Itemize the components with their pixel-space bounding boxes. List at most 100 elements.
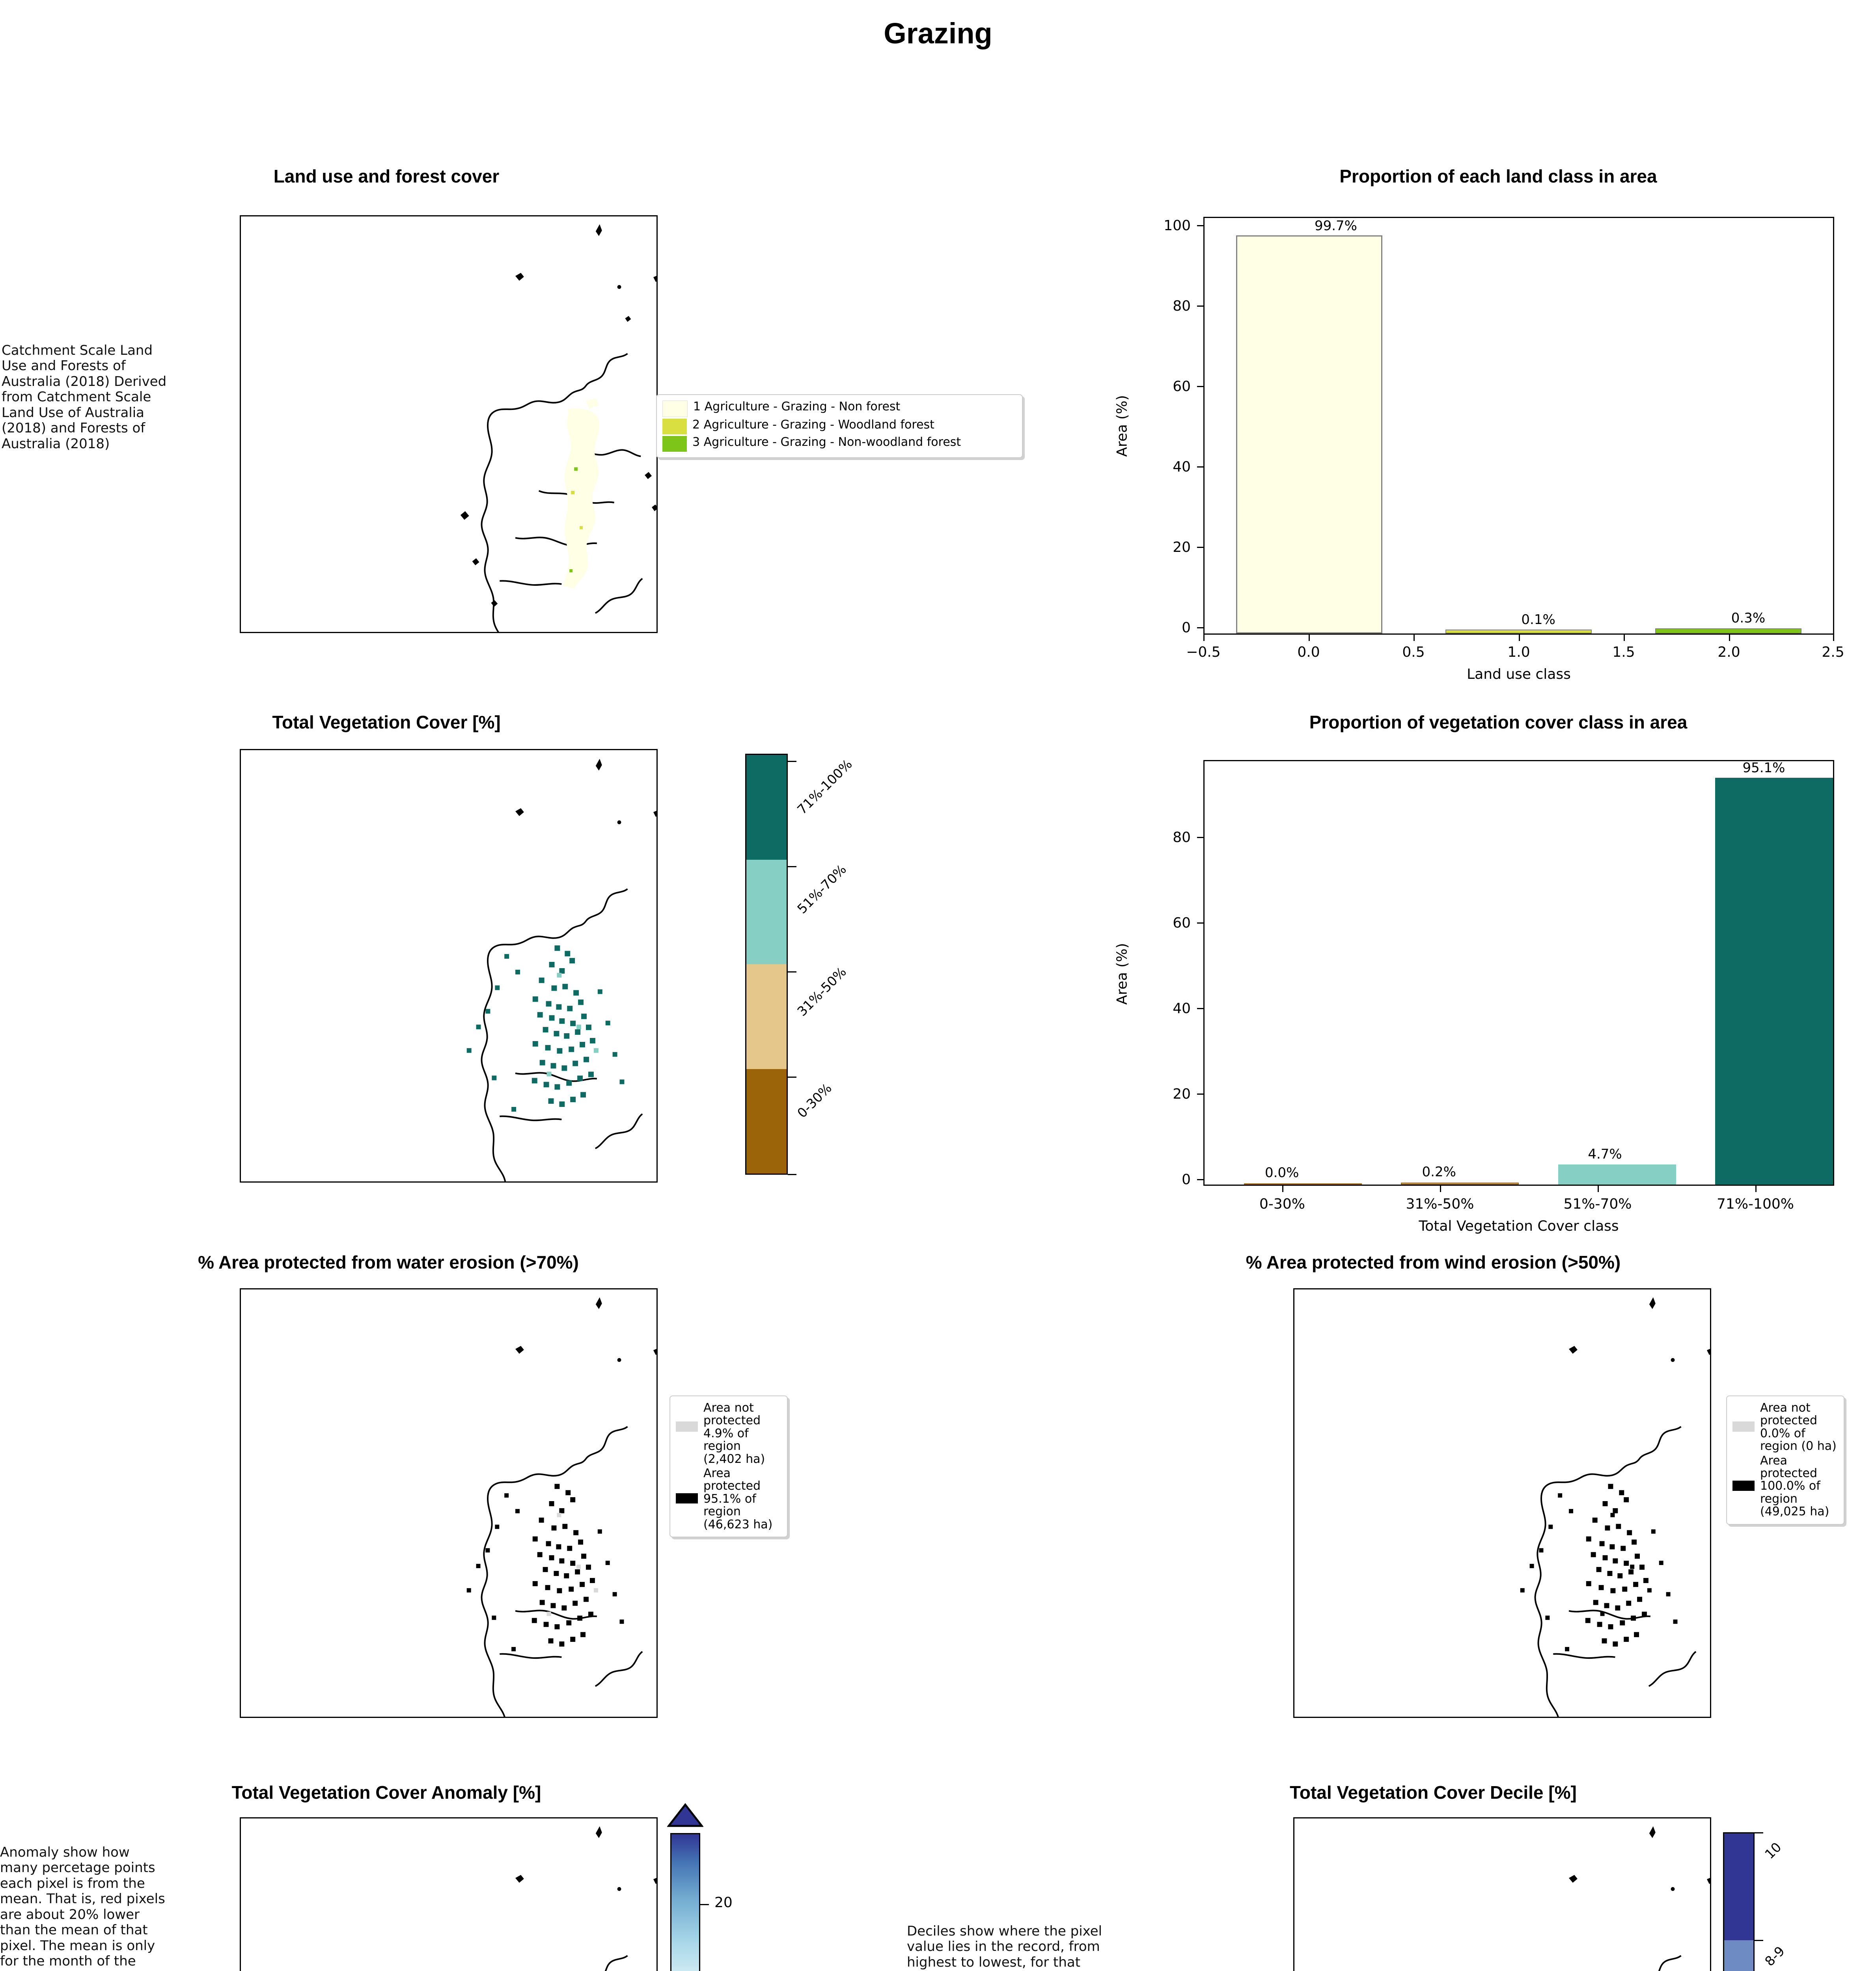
ytick-20: 20: [1173, 539, 1191, 555]
chart1-x-axis-label: Land use class: [1467, 666, 1571, 682]
anomaly-map[interactable]: [240, 1817, 658, 1971]
bar-landclass-1: [1445, 629, 1592, 633]
bar-label-vegclass-1: 0.2%: [1422, 1164, 1456, 1180]
ytick-80: 80: [1173, 298, 1191, 314]
decile-map-graphic: [1569, 1826, 1710, 1971]
legend-label: Area protected 100.0% of region (49,025 …: [1760, 1453, 1829, 1519]
vegclass-bar-chart[interactable]: 0.0% 0.2% 4.7% 95.1%: [1203, 760, 1834, 1186]
veg-cover-map-graphic: [466, 758, 656, 1181]
chart2-x-axis-label: Total Vegetation Cover class: [1419, 1218, 1619, 1234]
ytick2-40: 40: [1173, 1000, 1191, 1017]
chart2-y-axis-label: Area (%): [1114, 943, 1130, 1005]
ytick2-80: 80: [1173, 829, 1191, 846]
legend-swatch-woodland-forest: [662, 419, 687, 434]
legend-label: Area not protected 0.0% of region (0 ha): [1760, 1401, 1837, 1453]
legend-label: Area protected 95.1% of region (46,623 h…: [703, 1466, 773, 1531]
decile-panel-title: Total Vegetation Cover Decile [%]: [1290, 1782, 1577, 1803]
land-use-map-graphic: [460, 224, 656, 632]
legend-item: 3 Agriculture - Grazing - Non-woodland f…: [662, 436, 1016, 452]
wind-erosion-map[interactable]: [1293, 1288, 1711, 1718]
anomaly-colorbar-top-arrow: [667, 1803, 703, 1827]
water-erosion-legend: Area not protected 4.9% of region (2,402…: [669, 1395, 788, 1537]
chart1-y-axis-label: Area (%): [1114, 395, 1130, 457]
anomaly-side-note: Anomaly show how many percetage points e…: [0, 1844, 165, 1971]
xtick-m05: −0.5: [1186, 644, 1221, 660]
bar-label-landclass-1: 0.1%: [1521, 612, 1555, 628]
anomaly-map-graphic: [515, 1826, 656, 1971]
ytick-60: 60: [1173, 378, 1191, 395]
legend-label: 3 Agriculture - Grazing - Non-woodland f…: [692, 435, 961, 449]
wind-erosion-map-graphic: [1520, 1297, 1710, 1717]
legend-label: 2 Agriculture - Grazing - Woodland fores…: [692, 418, 934, 432]
land-use-panel-title: Land use and forest cover: [273, 166, 500, 186]
bar-vegclass-1: [1401, 1182, 1519, 1185]
bar-label-landclass-0: 99.7%: [1314, 218, 1357, 234]
bar-vegclass-0: [1244, 1183, 1362, 1185]
xtick2-71-100: 71%-100%: [1717, 1196, 1794, 1212]
cb-label-51-70: 51%-70%: [794, 861, 849, 917]
decile-cb-label-10: 10: [1762, 1839, 1785, 1862]
ytick-40: 40: [1173, 459, 1191, 475]
decile-map[interactable]: [1293, 1817, 1711, 1971]
xtick-20: 2.0: [1717, 644, 1740, 660]
legend-swatch-protected: [676, 1493, 698, 1503]
anomaly-panel-title: Total Vegetation Cover Anomaly [%]: [231, 1782, 541, 1803]
xtick2-0-30: 0-30%: [1259, 1196, 1305, 1212]
bar-landclass-0: [1236, 235, 1383, 633]
legend-swatch-protected: [1732, 1480, 1755, 1491]
decile-side-note: Deciles show where the pixel value lies …: [907, 1923, 1104, 1971]
xtick-10: 1.0: [1507, 644, 1530, 660]
bar-vegclass-2: [1558, 1164, 1676, 1185]
legend-item: Area protected 95.1% of region (46,623 h…: [676, 1467, 781, 1531]
land-use-side-note: Catchment Scale Land Use and Forests of …: [2, 343, 167, 452]
bar-label-landclass-2: 0.3%: [1731, 610, 1766, 626]
xtick2-31-50: 31%-50%: [1406, 1196, 1474, 1212]
cb-label-71-100: 71%-100%: [794, 756, 855, 818]
legend-item: Area not protected 0.0% of region (0 ha): [1732, 1401, 1838, 1453]
page-title: Grazing: [884, 17, 992, 50]
cb-label-0-30: 0-30%: [794, 1080, 835, 1121]
legend-item: 1 Agriculture - Grazing - Non forest: [662, 400, 1016, 417]
legend-label: 1 Agriculture - Grazing - Non forest: [693, 400, 901, 414]
xtick-25: 2.5: [1822, 644, 1844, 660]
water-erosion-map[interactable]: [240, 1288, 658, 1718]
ytick2-60: 60: [1173, 915, 1191, 931]
anomaly-colorbar[interactable]: [670, 1833, 700, 1971]
landclass-bar-chart[interactable]: 99.7% 0.1% 0.3%: [1203, 217, 1834, 635]
water-erosion-map-graphic: [466, 1297, 656, 1717]
bar-landclass-2: [1655, 628, 1802, 633]
legend-item: Area protected 100.0% of region (49,025 …: [1732, 1453, 1838, 1519]
legend-swatch-non-forest: [662, 401, 688, 417]
legend-item: 2 Agriculture - Grazing - Woodland fores…: [662, 418, 1016, 434]
xtick2-51-70: 51%-70%: [1563, 1196, 1632, 1212]
xtick-05: 0.5: [1402, 644, 1425, 660]
ytick2-0: 0: [1182, 1172, 1191, 1188]
decile-colorbar[interactable]: [1723, 1832, 1755, 1971]
veg-cover-panel-title: Total Vegetation Cover [%]: [272, 712, 501, 732]
bar-label-vegclass-2: 4.7%: [1588, 1146, 1622, 1162]
legend-item: Area not protected 4.9% of region (2,402…: [676, 1401, 781, 1466]
land-use-map[interactable]: [240, 215, 658, 633]
wind-erosion-panel-title: % Area protected from wind erosion (>50%…: [1246, 1252, 1621, 1272]
vegclass-chart-title: Proportion of vegetation cover class in …: [1309, 712, 1688, 732]
anomaly-cb-tick-20: 20: [714, 1895, 733, 1911]
xtick-15: 1.5: [1612, 644, 1635, 660]
bar-label-vegclass-0: 0.0%: [1265, 1165, 1299, 1181]
cb-label-31-50: 31%-50%: [794, 964, 849, 1019]
decile-cb-label-8-9: 8-9: [1762, 1943, 1788, 1969]
land-use-legend: 1 Agriculture - Grazing - Non forest 2 A…: [656, 394, 1023, 458]
ytick-0: 0: [1182, 620, 1191, 636]
legend-swatch-non-woodland-forest: [662, 436, 687, 452]
landclass-chart-title: Proportion of each land class in area: [1339, 166, 1657, 186]
bar-vegclass-3: [1715, 777, 1833, 1185]
veg-cover-map[interactable]: [240, 749, 658, 1183]
xtick-00: 0.0: [1297, 644, 1320, 660]
legend-label: Area not protected 4.9% of region (2,402…: [703, 1401, 765, 1466]
ytick2-20: 20: [1173, 1086, 1191, 1102]
bar-label-vegclass-3: 95.1%: [1742, 760, 1785, 776]
water-erosion-panel-title: % Area protected from water erosion (>70…: [198, 1252, 579, 1272]
ytick-100: 100: [1164, 218, 1191, 234]
legend-swatch-not-protected: [1732, 1421, 1755, 1432]
legend-swatch-not-protected: [676, 1421, 698, 1432]
veg-cover-colorbar[interactable]: [745, 754, 788, 1175]
